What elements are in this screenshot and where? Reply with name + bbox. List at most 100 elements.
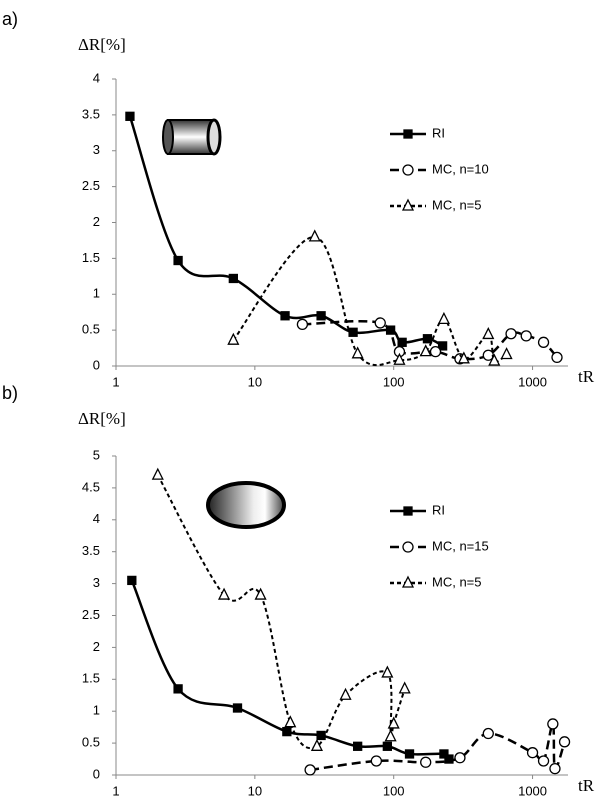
legend-marker bbox=[401, 198, 415, 211]
marker bbox=[280, 311, 290, 321]
legend-label: MC, n=5 bbox=[432, 197, 482, 212]
y-tick-label: 2 bbox=[93, 214, 100, 229]
marker bbox=[217, 587, 231, 600]
marker bbox=[397, 337, 407, 347]
marker bbox=[353, 741, 363, 751]
marker bbox=[444, 754, 454, 764]
marker bbox=[151, 467, 164, 480]
x-tick-label: 1 bbox=[112, 783, 119, 798]
marker bbox=[482, 326, 495, 340]
marker bbox=[404, 749, 415, 759]
y-tick-label: 3.5 bbox=[82, 543, 100, 558]
marker bbox=[384, 729, 397, 742]
marker bbox=[125, 111, 135, 121]
y-tick-label: 4.5 bbox=[82, 479, 100, 494]
marker bbox=[374, 317, 386, 329]
marker bbox=[558, 736, 571, 748]
ellipsoid-icon bbox=[206, 481, 286, 529]
x-tick-label: 1000 bbox=[518, 374, 547, 389]
marker bbox=[420, 756, 432, 768]
y-axis-label: ΔR[%] bbox=[78, 409, 126, 428]
legend-label: MC, n=5 bbox=[432, 574, 482, 589]
marker bbox=[127, 575, 137, 586]
legend-label: RI bbox=[432, 125, 445, 140]
marker bbox=[526, 747, 539, 759]
y-tick-label: 0 bbox=[93, 766, 100, 781]
y-tick-label: 2.5 bbox=[82, 178, 100, 193]
marker bbox=[254, 587, 267, 600]
marker bbox=[505, 328, 517, 340]
x-axis-label: tR bbox=[578, 776, 595, 795]
marker bbox=[520, 330, 532, 342]
marker bbox=[227, 332, 240, 345]
y-tick-label: 4 bbox=[93, 70, 100, 85]
legend-marker bbox=[403, 129, 413, 139]
marker bbox=[370, 755, 383, 767]
y-tick-label: 1.5 bbox=[82, 250, 100, 265]
y-tick-label: 0 bbox=[93, 357, 100, 372]
marker bbox=[304, 764, 316, 776]
marker bbox=[282, 726, 292, 737]
marker bbox=[537, 336, 550, 348]
y-tick-label: 3 bbox=[93, 142, 100, 157]
y-tick-label: 1.5 bbox=[82, 671, 100, 686]
marker bbox=[482, 349, 494, 361]
x-tick-label: 1 bbox=[112, 374, 119, 389]
y-axis-label: ΔR[%] bbox=[78, 35, 126, 54]
x-tick-label: 10 bbox=[248, 783, 262, 798]
legend-marker bbox=[401, 575, 415, 588]
marker bbox=[316, 311, 326, 321]
legend-marker bbox=[402, 164, 414, 176]
y-tick-label: 2.5 bbox=[82, 607, 100, 622]
legend-marker bbox=[402, 541, 414, 553]
marker bbox=[429, 345, 442, 358]
y-tick-label: 5 bbox=[93, 447, 100, 462]
legend-label: MC, n=10 bbox=[432, 161, 489, 176]
marker bbox=[437, 341, 448, 351]
marker bbox=[454, 752, 466, 764]
series-line bbox=[130, 579, 451, 760]
y-tick-label: 4 bbox=[93, 511, 100, 526]
series-line bbox=[302, 319, 558, 361]
marker bbox=[393, 352, 406, 365]
legend-label: RI bbox=[432, 502, 445, 517]
series-line bbox=[232, 235, 508, 366]
marker bbox=[437, 311, 450, 325]
marker bbox=[228, 273, 238, 284]
legend-label: MC, n=15 bbox=[432, 538, 489, 553]
x-axis-label: tR bbox=[578, 367, 595, 386]
y-tick-label: 0.5 bbox=[82, 735, 100, 750]
marker bbox=[173, 684, 183, 694]
marker bbox=[457, 351, 470, 364]
cylinder-icon bbox=[162, 118, 222, 156]
marker bbox=[387, 716, 400, 729]
series-line bbox=[309, 722, 566, 772]
y-tick-label: 1 bbox=[93, 703, 100, 718]
marker bbox=[419, 344, 432, 357]
legend-marker bbox=[403, 506, 413, 516]
marker bbox=[537, 755, 550, 767]
marker bbox=[549, 762, 561, 775]
marker bbox=[308, 229, 321, 242]
x-tick-label: 100 bbox=[383, 783, 405, 798]
marker bbox=[382, 741, 392, 751]
marker bbox=[488, 353, 501, 366]
series-line bbox=[156, 474, 406, 750]
marker bbox=[339, 687, 352, 700]
y-tick-label: 1 bbox=[93, 286, 100, 301]
marker bbox=[284, 715, 297, 728]
x-tick-label: 1000 bbox=[518, 783, 547, 798]
marker bbox=[500, 347, 513, 360]
y-tick-label: 2 bbox=[93, 639, 100, 654]
marker bbox=[296, 318, 309, 331]
marker bbox=[439, 749, 449, 759]
panel-label: b) bbox=[2, 383, 18, 403]
marker bbox=[551, 351, 563, 364]
x-tick-label: 10 bbox=[248, 374, 262, 389]
panel-label: a) bbox=[2, 9, 18, 29]
marker bbox=[398, 681, 411, 694]
marker bbox=[310, 738, 323, 751]
marker bbox=[232, 703, 243, 713]
